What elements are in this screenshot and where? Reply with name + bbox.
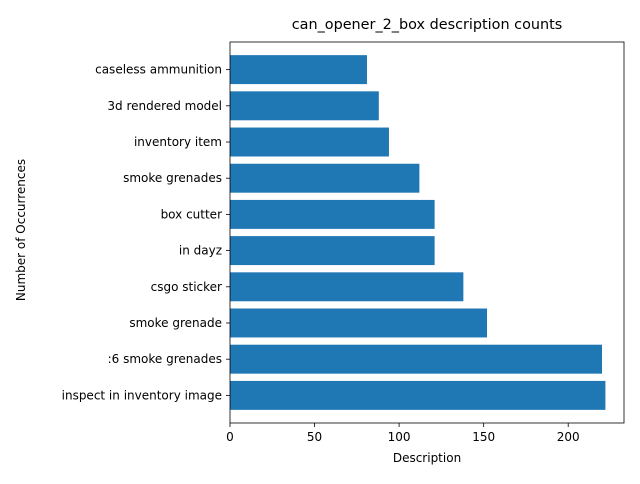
y-tick-label-1: :6 smoke grenades <box>108 352 222 366</box>
bar-2 <box>230 308 488 338</box>
bar-8 <box>230 91 379 121</box>
x-tick-label-1: 50 <box>307 430 322 444</box>
bar-0 <box>230 380 606 410</box>
bar-5 <box>230 199 435 229</box>
y-tick-label-8: 3d rendered model <box>107 99 222 113</box>
bar-3 <box>230 272 464 302</box>
y-axis-label: Number of Occurrences <box>14 159 28 301</box>
x-tick-label-3: 150 <box>472 430 495 444</box>
plot-frame <box>229 41 625 424</box>
y-tick-label-7: inventory item <box>134 135 222 149</box>
y-tick-label-2: smoke grenade <box>129 316 222 330</box>
x-tick-label-4: 200 <box>557 430 580 444</box>
y-tick-label-0: inspect in inventory image <box>62 388 222 402</box>
bars <box>230 55 606 410</box>
bar-6 <box>230 163 420 193</box>
bar-7 <box>230 127 389 157</box>
y-tick-label-3: csgo sticker <box>151 280 222 294</box>
y-tick-label-9: caseless ammunition <box>95 63 222 77</box>
bar-9 <box>230 55 367 85</box>
y-tick-label-4: in dayz <box>179 244 222 258</box>
x-axis-label: Description <box>393 451 461 465</box>
bar-1 <box>230 344 603 374</box>
x-tick-label-2: 100 <box>388 430 411 444</box>
bar-4 <box>230 236 435 266</box>
y-tick-label-5: box cutter <box>161 207 223 221</box>
y-tick-label-6: smoke grenades <box>123 171 222 185</box>
y-axis-ticks: inspect in inventory image :6 smoke grena… <box>62 63 230 402</box>
chart-title: can_opener_2_box description counts <box>292 17 563 33</box>
x-tick-label-0: 0 <box>226 430 234 444</box>
x-axis-ticks: 0 50 100 150 200 <box>226 423 580 444</box>
